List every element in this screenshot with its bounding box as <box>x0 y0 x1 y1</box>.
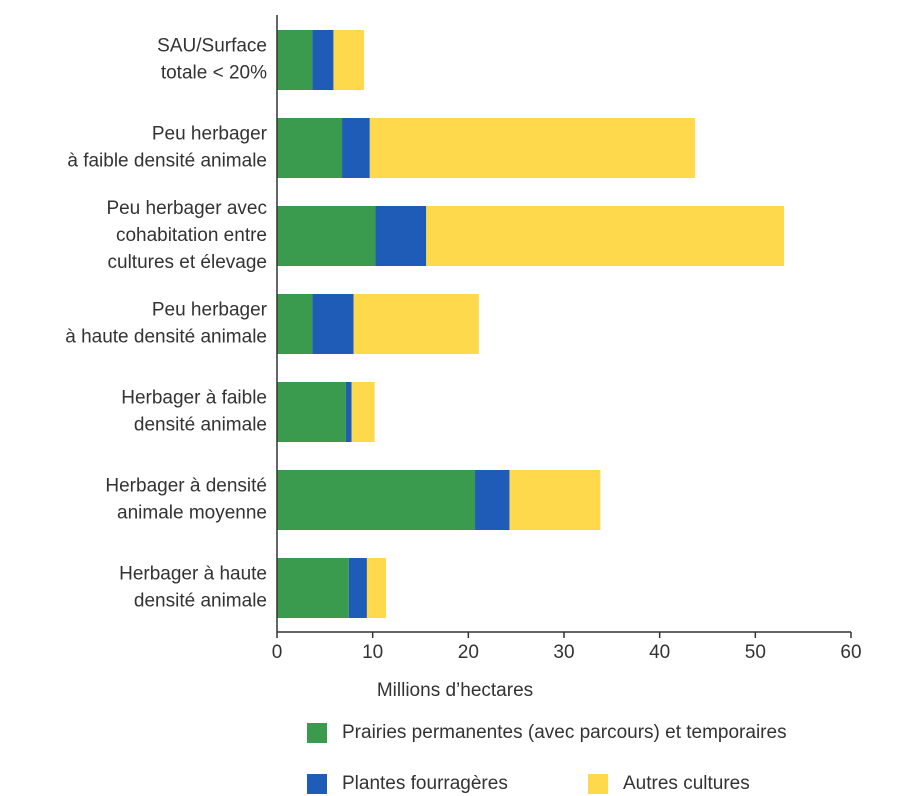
y-tick-label-line: cohabitation entre <box>116 225 267 246</box>
y-tick-label-line: Herbager à faible <box>121 388 267 409</box>
x-tick-label: 60 <box>840 642 861 663</box>
y-tick-label-line: Peu herbager <box>152 300 268 321</box>
bar-segment <box>277 206 376 266</box>
y-tick-label-line: à haute densité animale <box>65 327 267 348</box>
y-tick-label: Herbager à haute densité animale <box>119 564 267 612</box>
y-tick-label-line: Peu herbager <box>152 124 268 145</box>
x-tick-label: 10 <box>362 642 383 663</box>
y-tick-label-line: densité animale <box>134 415 267 436</box>
bar-segment <box>375 206 427 266</box>
x-tick-label: 30 <box>553 642 574 663</box>
legend-swatch <box>307 723 327 743</box>
y-tick-label-line: cultures et élevage <box>108 252 268 273</box>
bar-segment <box>277 558 349 618</box>
bar-segment <box>348 558 367 618</box>
legend-label: Prairies permanentes (avec parcours) et … <box>342 722 787 743</box>
y-tick-label-line: SAU/Surface <box>157 36 267 57</box>
bar-segment <box>353 294 479 354</box>
y-tick-label-line: Herbager à haute <box>119 564 267 585</box>
y-tick-label: Herbager à densité animale moyenne <box>105 476 267 524</box>
bar-segment <box>426 206 785 266</box>
bar-segment <box>277 30 313 90</box>
bar-segment <box>351 382 375 442</box>
y-tick-label: Peu herbager avec cohabitation entre cultu… <box>106 198 267 273</box>
bar-segment <box>277 294 313 354</box>
legend-swatch <box>588 774 608 794</box>
y-tick-label-line: animale moyenne <box>117 503 267 524</box>
bar-segment <box>366 558 387 618</box>
legend-label: Plantes fourragères <box>342 773 508 794</box>
y-tick-label: Peu herbager à haute densité animale <box>65 300 267 348</box>
bar-segment <box>509 470 601 530</box>
bar-segment <box>342 118 370 178</box>
y-tick-label-line: Peu herbager avec <box>106 198 267 219</box>
x-axis-label: Millions d’hectares <box>377 680 533 701</box>
y-tick-label: Peu herbager à faible densité animale <box>67 124 267 172</box>
y-tick-label-line: Herbager à densité <box>105 476 267 497</box>
bar-segment <box>312 294 354 354</box>
bar-segment <box>277 382 346 442</box>
bar-segment <box>277 118 343 178</box>
legend-label: Autres cultures <box>623 773 750 794</box>
x-tick-label: 50 <box>745 642 766 663</box>
bar-segment <box>333 30 365 90</box>
bar-segment <box>369 118 696 178</box>
x-tick-label: 20 <box>458 642 479 663</box>
bar-segment <box>345 382 352 442</box>
y-tick-label: Herbager à faible densité animale <box>121 388 267 436</box>
x-tick-label: 0 <box>272 642 283 663</box>
y-tick-label-line: densité animale <box>134 591 267 612</box>
bar-segment <box>312 30 334 90</box>
y-tick-label-line: totale < 20% <box>161 63 267 84</box>
bar-segment <box>475 470 510 530</box>
y-tick-label: SAU/Surface totale < 20% <box>157 36 267 84</box>
legend-swatch <box>307 774 327 794</box>
bar-segment <box>277 470 476 530</box>
y-tick-label-line: à faible densité animale <box>67 151 267 172</box>
x-tick-label: 40 <box>649 642 670 663</box>
